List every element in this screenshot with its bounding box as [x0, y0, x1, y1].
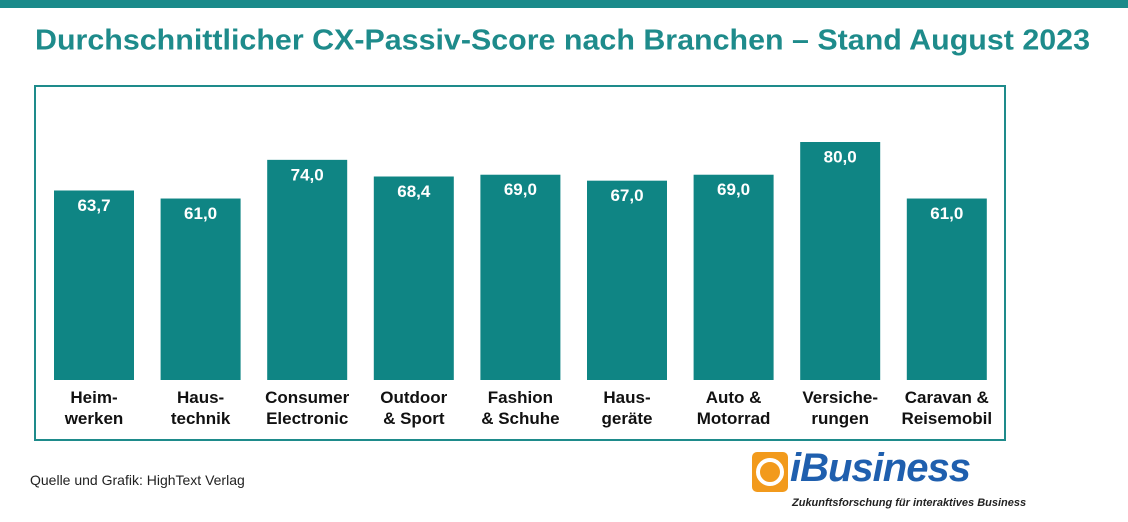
x-tick-label: Versiche- rungen [802, 388, 878, 428]
plot-frame [34, 85, 1006, 441]
bar [587, 180, 667, 380]
x-tick-label: Fashion & Schuhe [481, 388, 560, 428]
x-tick-label: Haus- technik [170, 388, 231, 428]
bar [160, 198, 241, 380]
value-label: 69,0 [717, 180, 750, 199]
value-label: 67,0 [610, 186, 643, 205]
x-tick-label: Outdoor & Sport [380, 388, 448, 428]
bar [54, 190, 134, 380]
value-label: 63,7 [77, 196, 110, 215]
value-label: 68,4 [397, 182, 431, 201]
x-tick-label: Auto & Motorrad [696, 388, 771, 428]
x-tick-label: Haus- geräte [601, 388, 653, 428]
bar [267, 159, 348, 380]
value-label: 61,0 [930, 204, 963, 223]
logo-icon-ring [756, 458, 784, 486]
bar [800, 142, 881, 380]
bar [693, 174, 774, 380]
bar [906, 198, 987, 380]
chart-title: Durchschnittlicher CX-Passiv-Score nach … [35, 25, 1090, 57]
bar [480, 174, 561, 380]
logo-name: iBusiness [790, 446, 971, 490]
value-label: 61,0 [184, 204, 217, 223]
value-label: 74,0 [291, 165, 324, 184]
x-tick-label: Caravan & Reisemobil [901, 388, 993, 428]
logo-tagline: Zukunftsforschung für interaktives Busin… [792, 497, 1027, 509]
source: Quelle und Grafik: HighText Verlag [30, 472, 245, 488]
value-label: 69,0 [504, 180, 537, 199]
value-label: 80,0 [824, 147, 857, 166]
x-tick-label: Consumer Electronic [265, 388, 350, 428]
x-tick-label: Heim- werken [64, 388, 124, 428]
top-band [0, 0, 1128, 8]
bar [373, 176, 454, 380]
